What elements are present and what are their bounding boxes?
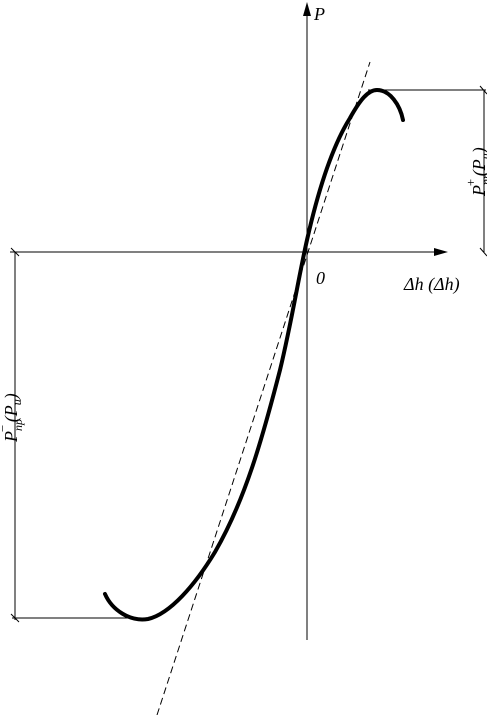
label-part: u [478,153,487,159]
label-part: ) [1,393,22,400]
p-axis-arrow [303,2,311,16]
label-part: + [463,178,478,187]
axis-label: Δh (Δh) [403,274,460,295]
label-part: пр [11,419,25,431]
label-part: − [0,424,10,433]
label-part: (P [469,159,487,176]
dimension-tick [10,247,20,257]
axis-label: P [313,4,325,24]
dh-axis-arrow [434,248,448,256]
label-part: u [10,399,24,405]
dimension-label: Pпр− (Pu) [0,393,25,443]
label-part: пр [479,173,487,185]
label-part: P [1,431,21,443]
origin-label: 0 [316,268,325,288]
dimension-label: Pпр+ (Pu) [463,147,487,197]
tangent-line [156,61,371,715]
load-curve [103,87,405,622]
label-part: ) [469,147,487,154]
dimension-tick [479,85,487,95]
dimension-tick [10,613,20,623]
dimension-tick [479,247,487,257]
label-part: (P [1,405,22,422]
label-part: P [469,185,487,197]
